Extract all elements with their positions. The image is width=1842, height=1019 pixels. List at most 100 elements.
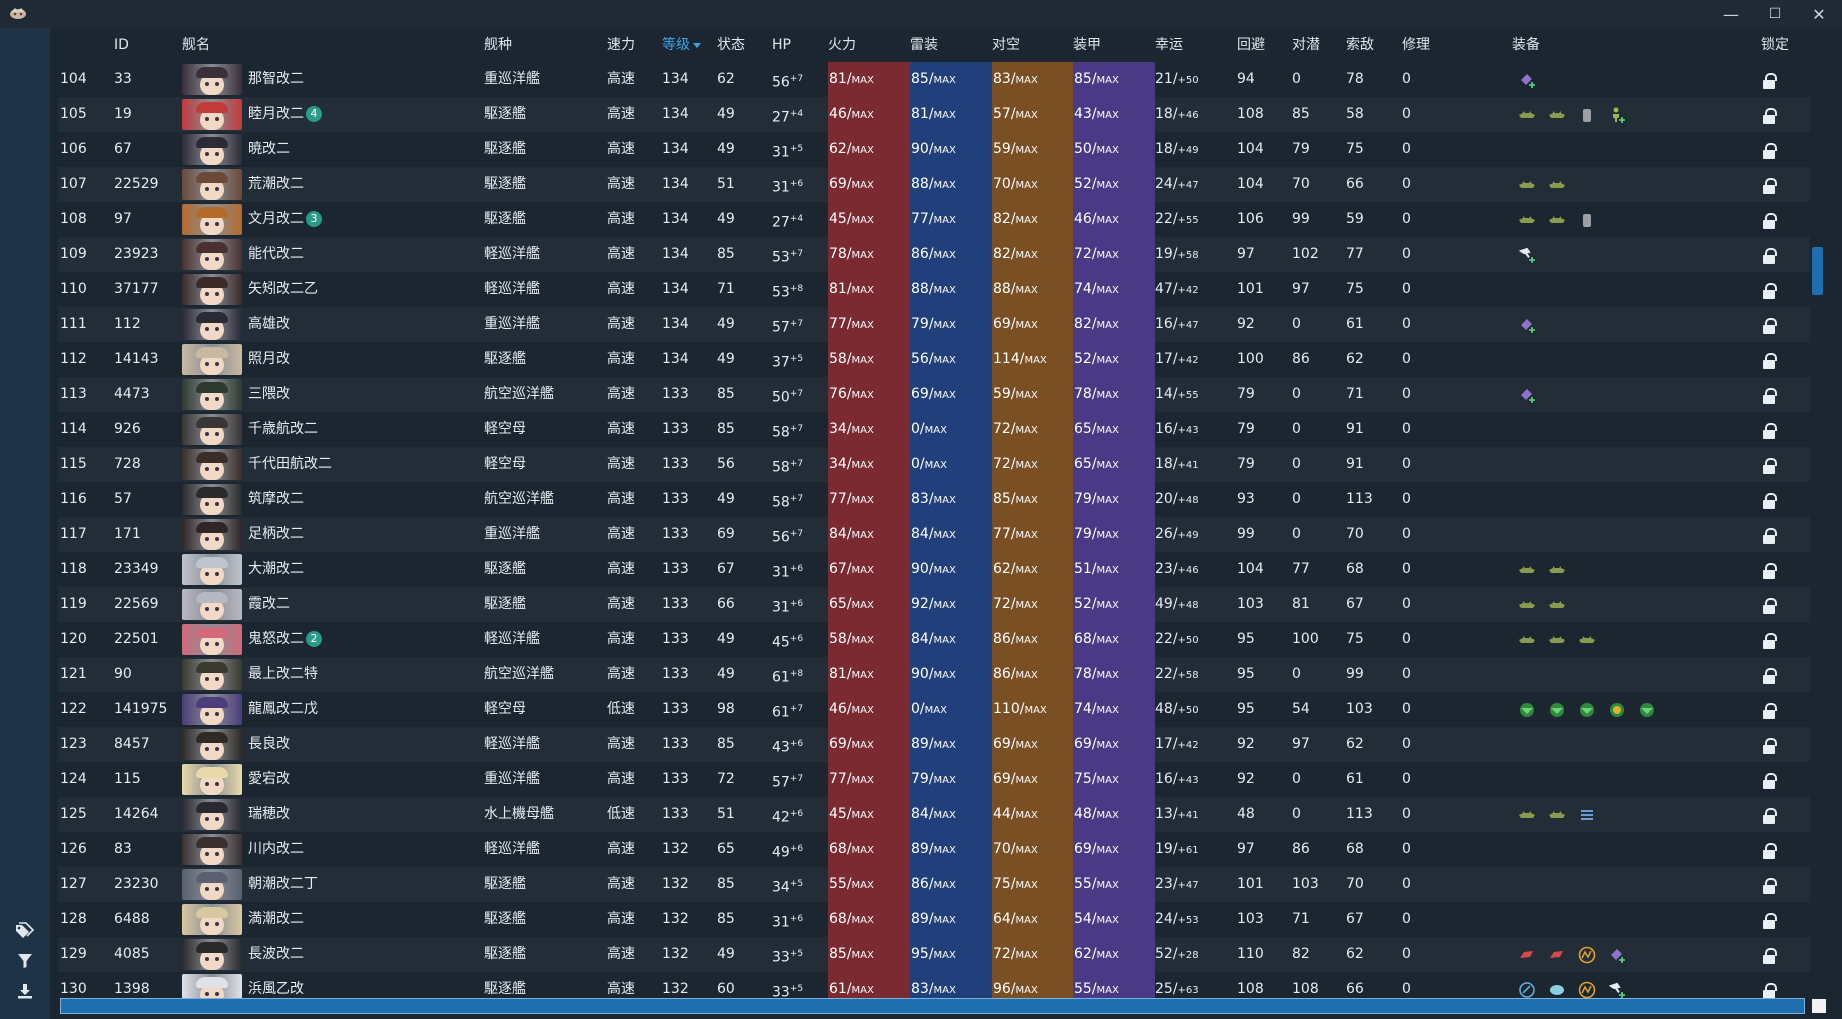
los-header[interactable]: 索敌 <box>1346 37 1374 53</box>
lock-icon[interactable] <box>1761 622 1777 657</box>
ship-name[interactable]: 千代田航改二 <box>248 447 332 482</box>
lock-icon[interactable] <box>1761 447 1777 482</box>
seaplane-equip-icon[interactable] <box>1578 806 1596 824</box>
table-row[interactable]: 120 22501 鬼怒改二 2 軽巡洋艦 高速 133 49 45+6 58/MAX 84/MAX… <box>58 622 1810 657</box>
minimize-button[interactable]: — <box>1723 4 1739 24</box>
ship-name[interactable]: 満潮改二 <box>248 902 304 937</box>
fighter-plane-icon[interactable] <box>1638 701 1656 719</box>
main-gun-equip-icon[interactable] <box>1548 631 1566 649</box>
table-row[interactable]: 110 37177 矢矧改二乙 軽巡洋艦 高速 134 71 53+8 81/MAX 88/MAX… <box>58 272 1810 307</box>
lock-icon[interactable] <box>1761 482 1777 517</box>
speed-header[interactable]: 速力 <box>607 37 635 53</box>
table-row[interactable]: 126 83 川内改二 軽巡洋艦 高速 132 65 49+6 68/MAX 89/MAX 70/M… <box>58 832 1810 867</box>
ship-name[interactable]: 千歳航改二 <box>248 412 318 447</box>
filter-icon[interactable] <box>14 950 36 972</box>
depth-charge-icon[interactable] <box>1548 981 1566 999</box>
table-row[interactable]: 123 8457 長良改 軽巡洋艦 高速 133 85 43+6 69/MAX 89/MAX 69/… <box>58 727 1810 762</box>
name-header[interactable]: 舰名 <box>182 37 210 53</box>
ship-name[interactable]: 浜風乙改 <box>248 972 304 1007</box>
lock-icon[interactable] <box>1761 167 1777 202</box>
ship-name[interactable]: 筑摩改二 <box>248 482 304 517</box>
ship-name[interactable]: 文月改二 3 <box>248 202 322 237</box>
ship-name[interactable]: 足柄改二 <box>248 517 304 552</box>
horizontal-scrollbar[interactable] <box>60 998 1805 1014</box>
lock-icon[interactable] <box>1761 587 1777 622</box>
ship-name[interactable]: 龍鳳改二戊 <box>248 692 318 727</box>
lock-icon[interactable] <box>1761 62 1777 97</box>
main-gun-equip-icon[interactable] <box>1518 806 1536 824</box>
ship-name[interactable]: 高雄改 <box>248 307 290 342</box>
main-gun-equip-icon[interactable] <box>1518 561 1536 579</box>
lock-icon[interactable] <box>1761 797 1777 832</box>
ship-name[interactable]: 能代改二 <box>248 237 304 272</box>
aa-header[interactable]: 对空 <box>992 37 1020 53</box>
type-header[interactable]: 舰种 <box>484 37 512 53</box>
drum-canister-icon[interactable] <box>1578 211 1596 229</box>
crew-equip-icon[interactable] <box>1608 106 1626 124</box>
lock-icon[interactable] <box>1761 202 1777 237</box>
aircraft-equip-icon[interactable] <box>1518 316 1536 334</box>
luck-header[interactable]: 幸运 <box>1155 37 1183 53</box>
close-button[interactable]: ✕ <box>1812 4 1826 24</box>
repair-header[interactable]: 修理 <box>1402 37 1430 53</box>
lock-icon[interactable] <box>1761 867 1777 902</box>
repair-crane-icon[interactable] <box>1608 981 1626 999</box>
fighter-plane-icon[interactable] <box>1578 701 1596 719</box>
table-row[interactable]: 104 33 那智改二 重巡洋艦 高速 134 62 56+7 81/MAX 85/MAX 83/M… <box>58 62 1810 97</box>
torpedo-header[interactable]: 雷装 <box>910 37 938 53</box>
lock-icon[interactable] <box>1761 902 1777 937</box>
lock-icon[interactable] <box>1761 132 1777 167</box>
lock-icon[interactable] <box>1761 377 1777 412</box>
table-row[interactable]: 112 14143 照月改 駆逐艦 高速 134 49 37+5 58/MAX 56/MAX 114… <box>58 342 1810 377</box>
table-row[interactable]: 109 23923 能代改二 軽巡洋艦 高速 134 85 53+7 78/MAX 86/MAX 8… <box>58 237 1810 272</box>
ship-name[interactable]: 矢矧改二乙 <box>248 272 318 307</box>
id-header[interactable]: ID <box>114 37 129 53</box>
table-row[interactable]: 113 4473 三隈改 航空巡洋艦 高速 133 85 50+7 76/MAX 69/MAX 59… <box>58 377 1810 412</box>
main-gun-equip-icon[interactable] <box>1518 106 1536 124</box>
lock-icon[interactable] <box>1761 272 1777 307</box>
lock-icon[interactable] <box>1761 692 1777 727</box>
main-gun-equip-icon[interactable] <box>1548 561 1566 579</box>
main-gun-equip-icon[interactable] <box>1548 806 1566 824</box>
table-row[interactable]: 121 90 最上改二特 航空巡洋艦 高速 133 49 61+8 81/MAX 90/MAX 86… <box>58 657 1810 692</box>
ship-name[interactable]: 川内改二 <box>248 832 304 867</box>
table-row[interactable]: 117 171 足柄改二 重巡洋艦 高速 133 69 56+7 84/MAX 84/MAX 77/… <box>58 517 1810 552</box>
lock-icon[interactable] <box>1761 972 1777 1007</box>
lock-icon[interactable] <box>1761 832 1777 867</box>
main-gun-equip-icon[interactable] <box>1518 631 1536 649</box>
table-row[interactable]: 122 141975 龍鳳改二戊 軽空母 低速 133 98 61+7 46/MAX 0/MAX 1… <box>58 692 1810 727</box>
ship-name[interactable]: 睦月改二 4 <box>248 97 322 132</box>
main-gun-equip-icon[interactable] <box>1578 631 1596 649</box>
ship-name[interactable]: 最上改二特 <box>248 657 318 692</box>
table-row[interactable]: 114 926 千歳航改二 軽空母 高速 133 85 58+7 34/MAX 0/MAX 72/M… <box>58 412 1810 447</box>
main-gun-equip-icon[interactable] <box>1548 211 1566 229</box>
lock-icon[interactable] <box>1761 727 1777 762</box>
lock-icon[interactable] <box>1761 342 1777 377</box>
lock-icon[interactable] <box>1761 937 1777 972</box>
maximize-button[interactable]: ☐ <box>1768 6 1782 22</box>
table-row[interactable]: 125 14264 瑞穂改 水上機母艦 低速 133 51 42+6 45/MAX 84/MAX 4… <box>58 797 1810 832</box>
ship-name[interactable]: 愛宕改 <box>248 762 290 797</box>
table-row[interactable]: 106 67 暁改二 駆逐艦 高速 134 49 31+5 62/MAX 90/MAX 59/MAX… <box>58 132 1810 167</box>
vertical-scrollbar-thumb[interactable] <box>1812 247 1823 295</box>
lock-header[interactable]: 锁定 <box>1761 37 1789 53</box>
lock-icon[interactable] <box>1761 657 1777 692</box>
ship-name[interactable]: 長波改二 <box>248 937 304 972</box>
lock-icon[interactable] <box>1761 97 1777 132</box>
lock-icon[interactable] <box>1761 237 1777 272</box>
lock-icon[interactable] <box>1761 412 1777 447</box>
bomber-plane-icon[interactable] <box>1608 701 1626 719</box>
armor-header[interactable]: 装甲 <box>1073 37 1101 53</box>
ship-name[interactable]: 照月改 <box>248 342 290 377</box>
table-row[interactable]: 129 4085 長波改二 駆逐艦 高速 132 49 33+5 85/MAX 95/MAX 72/… <box>58 937 1810 972</box>
tag-icon[interactable] <box>14 920 36 942</box>
ship-name[interactable]: 瑞穂改 <box>248 797 290 832</box>
ship-name[interactable]: 大潮改二 <box>248 552 304 587</box>
table-row[interactable]: 124 115 愛宕改 重巡洋艦 高速 133 72 57+7 77/MAX 79/MAX 69/M… <box>58 762 1810 797</box>
main-gun-equip-icon[interactable] <box>1518 596 1536 614</box>
asw-header[interactable]: 对潜 <box>1292 37 1320 53</box>
table-row[interactable]: 105 19 睦月改二 4 駆逐艦 高速 134 49 27+4 46/MAX 81/MAX 57/M… <box>58 97 1810 132</box>
lock-icon[interactable] <box>1761 307 1777 342</box>
firepower-header[interactable]: 火力 <box>828 37 856 53</box>
table-row[interactable]: 128 6488 満潮改二 駆逐艦 高速 132 85 31+6 68/MAX 89/MAX 64/… <box>58 902 1810 937</box>
